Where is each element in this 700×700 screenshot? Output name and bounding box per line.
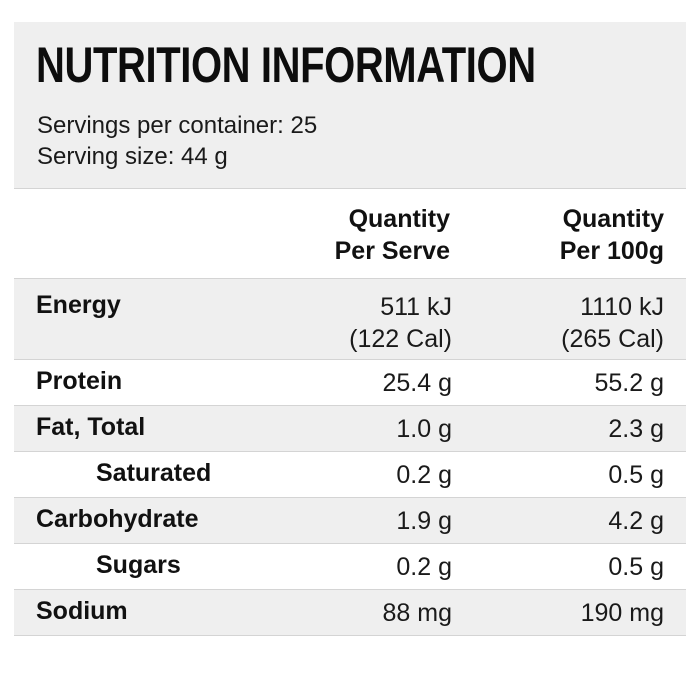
saturated-per-100g: 0.5 g: [608, 461, 664, 489]
row-label-saturated: Saturated: [96, 459, 212, 487]
protein-per-100g: 55.2 g: [594, 369, 664, 397]
nutrition-panel: NUTRITION INFORMATION Servings per conta…: [14, 22, 686, 636]
column-header-per-100g: Quantity Per 100g: [560, 203, 664, 267]
servings-per-container: Servings per container: 25: [37, 112, 318, 139]
row-label-fat-total: Fat, Total: [36, 413, 146, 441]
serving-size: Serving size: 44 g: [37, 143, 228, 170]
energy-per-100g-cal: (265 Cal): [561, 325, 664, 353]
table-row-protein: Protein 25.4 g 55.2 g: [14, 360, 686, 406]
table-row-fat-total: Fat, Total 1.0 g 2.3 g: [14, 406, 686, 452]
energy-per-100g-kj: 1110 kJ: [580, 293, 664, 321]
column-headers: Quantity Per Serve Quantity Per 100g: [14, 189, 686, 279]
energy-per-serve-cal: (122 Cal): [349, 325, 452, 353]
table-row-carbohydrate: Carbohydrate 1.9 g 4.2 g: [14, 498, 686, 544]
column-header-per-100g-line2: Per 100g: [559, 237, 664, 265]
carbohydrate-per-100g: 4.2 g: [608, 507, 664, 535]
protein-per-serve: 25.4 g: [382, 369, 452, 397]
fat-total-per-serve: 1.0 g: [396, 415, 452, 443]
fat-total-per-100g: 2.3 g: [608, 415, 664, 443]
row-label-sugars: Sugars: [96, 551, 181, 579]
sodium-per-serve: 88 mg: [382, 599, 452, 627]
row-label-carbohydrate: Carbohydrate: [36, 505, 199, 533]
sugars-per-100g: 0.5 g: [608, 553, 664, 581]
row-label-protein: Protein: [36, 367, 123, 395]
column-header-per-serve: Quantity Per Serve: [335, 203, 450, 267]
row-label-energy: Energy: [36, 291, 121, 319]
energy-per-serve-kj: 511 kJ: [380, 293, 452, 321]
table-row-sodium: Sodium 88 mg 190 mg: [14, 590, 686, 636]
panel-header: NUTRITION INFORMATION Servings per conta…: [14, 22, 686, 189]
energy-per-serve: 511 kJ (122 Cal): [349, 291, 452, 355]
row-label-sodium: Sodium: [36, 597, 128, 625]
column-header-per-serve-line1: Quantity: [348, 205, 450, 233]
column-header-per-100g-line1: Quantity: [562, 205, 664, 233]
carbohydrate-per-serve: 1.9 g: [396, 507, 452, 535]
table-row-saturated: Saturated 0.2 g 0.5 g: [14, 452, 686, 498]
sugars-per-serve: 0.2 g: [396, 553, 452, 581]
table-row-sugars: Sugars 0.2 g 0.5 g: [14, 544, 686, 590]
sodium-per-100g: 190 mg: [580, 599, 664, 627]
column-header-per-serve-line2: Per Serve: [334, 237, 450, 265]
table-row-energy: Energy 511 kJ (122 Cal) 1110 kJ (265 Cal…: [14, 279, 686, 360]
energy-per-100g: 1110 kJ (265 Cal): [561, 291, 664, 355]
saturated-per-serve: 0.2 g: [396, 461, 452, 489]
panel-title: NUTRITION INFORMATION: [36, 37, 536, 93]
